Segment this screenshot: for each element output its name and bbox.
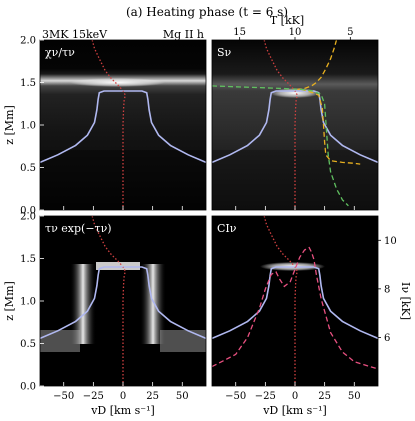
panel-bottom-right-lines <box>212 216 378 386</box>
panel-top-right <box>212 40 378 210</box>
panel-bottom-left-wall-tail-left <box>40 330 80 352</box>
top-axis-label: T [kK] <box>270 14 304 27</box>
panel-bottom-left-wall-tail-right <box>160 330 206 352</box>
y-tick-label: 0.5 <box>20 339 36 350</box>
panel-bottom-right <box>212 216 378 386</box>
series-velocity-top-left <box>122 90 127 210</box>
panel-label-top-left: χν/τν <box>45 46 75 59</box>
x-axis-label-right: vD [km s⁻¹] <box>262 404 327 417</box>
series-intensity-profile-bottom-right <box>212 246 378 370</box>
y-tick-label: 0.0 <box>20 382 36 393</box>
series-ionization-temperature-top-right <box>212 85 349 207</box>
line-note: Mg II h <box>163 28 204 41</box>
y-tick-label: 1.5 <box>20 78 36 89</box>
y-tick-label: 1.5 <box>20 254 36 265</box>
x-tick-label: −50 <box>53 391 74 402</box>
x-tick-label: 0 <box>292 391 298 402</box>
top-tick-label: 15 <box>233 27 246 38</box>
right-tick-label: 10 <box>384 236 397 247</box>
panel-bottom-left-wall-right <box>140 264 166 344</box>
x-tick-label: −25 <box>255 391 276 402</box>
panel-bottom-left-wall-top <box>96 262 140 270</box>
x-tick-label: 50 <box>176 391 189 402</box>
series-velocity-top-right <box>294 90 299 210</box>
axis-ticks: 0.0 0.5 1.0 1.5 2.0 15 10 5 −50 −25 0 25 50 0.0 0.5 1.0… <box>20 27 397 402</box>
y-tick-label: 1.0 <box>20 297 36 308</box>
y-tick-label: 1.0 <box>20 121 36 132</box>
x-tick-label: 25 <box>146 391 159 402</box>
panel-top-left-lines <box>40 40 206 210</box>
right-axis-label: Iν [kK] <box>399 282 412 320</box>
right-tick-label: 6 <box>384 333 390 344</box>
x-tick-label: −50 <box>225 391 246 402</box>
y-tick-label: 0.5 <box>20 163 36 174</box>
y-axis-label-bottom: z [Mm] <box>3 281 16 321</box>
panel-top-right-lower-field <box>212 150 378 210</box>
x-axis-label-left: vD [km s⁻¹] <box>90 404 155 417</box>
y-tick-label: 2.0 <box>20 212 36 223</box>
series-source-function-temperature-top-right <box>297 40 338 90</box>
panel-label-bottom-right: CIν <box>217 222 237 235</box>
panel-label-bottom-left: τν exp(−τν) <box>45 222 112 235</box>
x-tick-label: 50 <box>348 391 361 402</box>
panel-top-right-band <box>270 88 320 98</box>
x-tick-label: 0 <box>120 391 126 402</box>
figure-title: (a) Heating phase (t = 6 s) <box>126 5 288 19</box>
panel-bottom-left-lines <box>40 216 206 386</box>
atmosphere-note: 3MK 15keV <box>42 28 108 41</box>
panel-top-right-lines <box>212 40 378 210</box>
right-tick-label: 8 <box>384 284 390 295</box>
panel-bottom-left <box>40 216 206 386</box>
top-tick-label: 10 <box>289 27 302 38</box>
x-tick-label: −25 <box>83 391 104 402</box>
panel-top-left-band <box>70 78 165 87</box>
panel-label-top-right: Sν <box>217 46 232 59</box>
panel-top-left-lower-field <box>40 150 206 210</box>
x-tick-label: 25 <box>318 391 331 402</box>
series-electron-temperature-top-right <box>300 88 361 165</box>
top-tick-label: 5 <box>347 27 353 38</box>
y-tick-label: 2.0 <box>20 36 36 47</box>
series-velocity-bottom-left <box>122 266 127 386</box>
panel-top-left <box>40 40 206 210</box>
y-tick-label: 0.0 <box>20 206 36 217</box>
series-velocity-bottom-right <box>294 266 299 386</box>
y-axis-label-top: z [Mm] <box>3 105 16 145</box>
